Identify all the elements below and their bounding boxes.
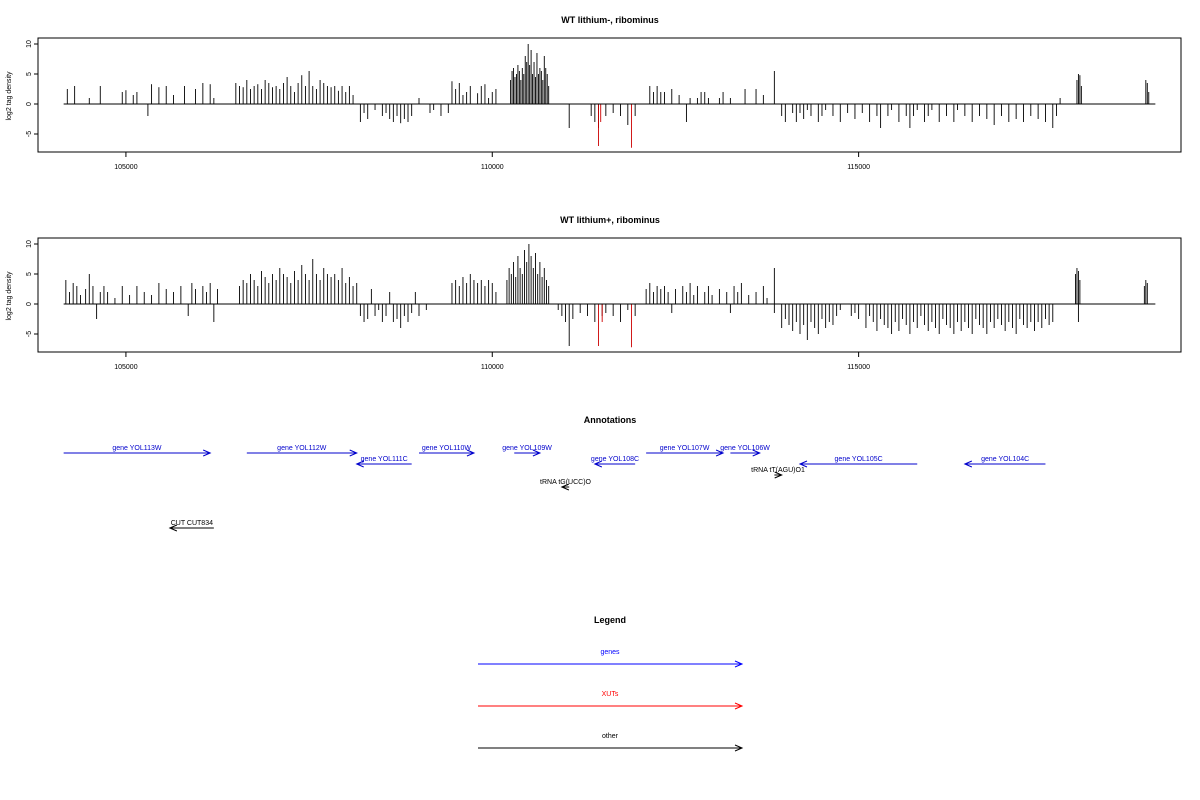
series-genes bbox=[65, 244, 1148, 346]
feature: CUT CUT834 bbox=[168, 520, 214, 532]
feature-label: gene YOL109W bbox=[502, 445, 552, 452]
panel-title: WT lithium+, ribominus bbox=[560, 215, 660, 225]
feature-label: tRNA tG(UCC)O bbox=[540, 479, 592, 486]
y-tick-label: 0 bbox=[26, 102, 33, 106]
legend-arrowhead bbox=[734, 702, 744, 710]
feature-label: gene YOL106W bbox=[720, 445, 770, 452]
legend-items: genes XUTs other bbox=[478, 649, 744, 752]
feature-label: gene YOL105C bbox=[835, 456, 883, 463]
legend-label: XUTs bbox=[602, 691, 619, 698]
plot-frame bbox=[37, 37, 1182, 153]
feature-arrowhead bbox=[349, 449, 358, 457]
feature-arrowhead bbox=[593, 460, 603, 468]
feature-arrowhead bbox=[715, 449, 725, 457]
legend-panel: Legend genes XUTs other bbox=[478, 615, 744, 752]
plot-frame bbox=[37, 237, 1182, 353]
plot-layer: 10 5 0 -5 105000 110000 115000 bbox=[26, 40, 1156, 171]
series-genes bbox=[66, 44, 1150, 128]
feature-label: CUT CUT834 bbox=[171, 520, 213, 527]
feature-label: gene YOL107W bbox=[660, 445, 710, 452]
x-tick-label: 115000 bbox=[847, 164, 870, 171]
y-tick-label: 5 bbox=[26, 272, 33, 276]
feature-label: tRNA tT(AGU)O1 bbox=[751, 467, 805, 474]
feature-label: gene YOL104C bbox=[981, 456, 1029, 463]
annotation-features: gene YOL113W gene YOL112W gene YOL111C gene… bbox=[63, 445, 1046, 532]
legend-arrowhead bbox=[734, 660, 744, 668]
feature-arrowhead bbox=[798, 460, 808, 468]
feature: gene YOL108C bbox=[591, 456, 639, 468]
x-tick-label: 110000 bbox=[481, 364, 504, 371]
feature: gene YOL106W bbox=[720, 445, 770, 457]
legend-item-other: other bbox=[478, 733, 744, 752]
feature: gene YOL104C bbox=[963, 456, 1046, 468]
annotations-panel: Annotations gene YOL113W gene YOL112Wgene… bbox=[63, 415, 1046, 532]
y-tick-label: 0 bbox=[26, 302, 33, 306]
feature-label: gene YOL113W bbox=[112, 445, 162, 452]
feature: gene YOL110W bbox=[419, 445, 476, 457]
legend-item-xuts: XUTs bbox=[478, 691, 744, 710]
series-xuts bbox=[598, 304, 632, 348]
feature: tRNA tG(UCC)O bbox=[540, 479, 592, 491]
feature-arrowhead bbox=[466, 449, 476, 457]
y-tick-label: 10 bbox=[26, 40, 33, 48]
y-axis-label: log2 tag density bbox=[6, 71, 13, 121]
y-tick-label: -5 bbox=[26, 331, 33, 337]
feature: gene YOL107W bbox=[646, 445, 725, 457]
annotations-title: Annotations bbox=[584, 415, 637, 425]
legend-item-genes: genes bbox=[478, 649, 744, 668]
feature: gene YOL105C bbox=[798, 456, 918, 468]
x-tick-label: 110000 bbox=[481, 164, 504, 171]
feature: gene YOL113W bbox=[63, 445, 212, 457]
legend-label: other bbox=[602, 733, 619, 740]
feature-label: gene YOL110W bbox=[422, 445, 472, 452]
x-tick-label: 105000 bbox=[114, 364, 137, 371]
y-tick-label: 5 bbox=[26, 72, 33, 76]
legend-arrowhead bbox=[734, 744, 744, 752]
legend-label: genes bbox=[600, 649, 620, 656]
feature-arrowhead bbox=[560, 483, 570, 491]
feature-arrowhead bbox=[202, 449, 212, 457]
feature: gene YOL109W bbox=[502, 445, 552, 457]
feature-arrowhead bbox=[752, 449, 761, 457]
y-tick-label: -5 bbox=[26, 131, 33, 137]
series-xuts bbox=[598, 104, 632, 148]
feature-label: gene YOL111C bbox=[361, 456, 408, 463]
panel-lithium-plus: WT lithium+, ribominus log2 tag density … bbox=[6, 215, 1182, 371]
legend-title: Legend bbox=[594, 615, 626, 625]
y-tick-label: 10 bbox=[26, 240, 33, 248]
y-axis-label: log2 tag density bbox=[6, 271, 13, 321]
feature-arrowhead bbox=[774, 471, 783, 479]
panel-lithium-minus: WT lithium-, ribominus log2 tag density … bbox=[6, 15, 1182, 171]
feature: gene YOL112W bbox=[246, 445, 358, 457]
feature-arrowhead bbox=[963, 460, 973, 468]
feature: gene YOL111C bbox=[355, 456, 412, 468]
panel-title: WT lithium-, ribominus bbox=[561, 15, 659, 25]
feature-label: gene YOL112W bbox=[277, 445, 327, 452]
x-tick-label: 105000 bbox=[114, 164, 137, 171]
feature-arrowhead bbox=[168, 524, 178, 532]
feature-arrowhead bbox=[532, 449, 542, 457]
plot-layer: 10 5 0 -5 105000 110000 115000 bbox=[26, 240, 1156, 371]
feature: tRNA tT(AGU)O1 bbox=[751, 467, 805, 479]
feature-arrowhead bbox=[355, 460, 364, 468]
x-tick-label: 115000 bbox=[847, 364, 870, 371]
feature-label: gene YOL108C bbox=[591, 456, 639, 463]
